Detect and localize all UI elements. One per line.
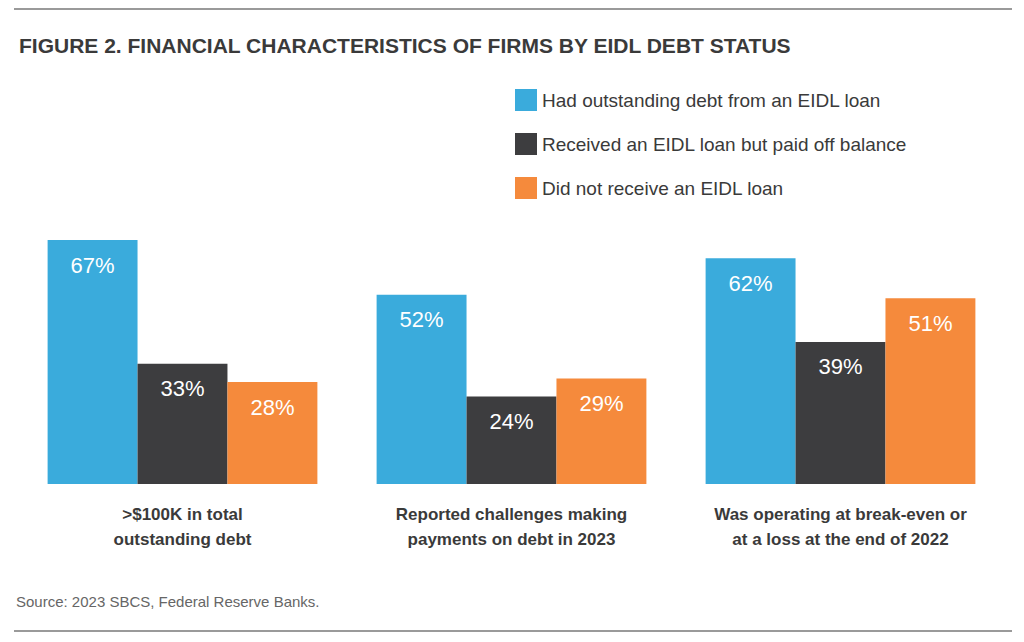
svg-text:FIGURE 2. FINANCIAL CHARACTERI: FIGURE 2. FINANCIAL CHARACTERISTICS OF F… [19,34,791,57]
svg-text:Had outstanding debt from an E: Had outstanding debt from an EIDL loan [542,90,880,111]
svg-text:Did not receive an EIDL loan: Did not receive an EIDL loan [542,178,783,199]
svg-text:39%: 39% [818,354,862,379]
svg-text:Received an EIDL loan but paid: Received an EIDL loan but paid off balan… [542,134,906,155]
svg-text:Reported challenges making: Reported challenges making [396,505,627,524]
svg-text:Was operating at break-even or: Was operating at break-even or [714,505,967,524]
svg-text:>$100K in total: >$100K in total [122,505,242,524]
svg-text:outstanding debt: outstanding debt [114,530,252,549]
svg-text:62%: 62% [729,271,773,296]
svg-text:28%: 28% [250,395,294,420]
svg-text:67%: 67% [71,253,115,278]
svg-text:Source: 2023 SBCS, Federal Res: Source: 2023 SBCS, Federal Reserve Banks… [16,593,320,610]
svg-text:24%: 24% [489,409,533,434]
svg-text:52%: 52% [400,307,444,332]
svg-text:29%: 29% [579,391,623,416]
svg-text:51%: 51% [908,311,952,336]
svg-text:33%: 33% [160,376,204,401]
svg-text:at a loss at the end of 2022: at a loss at the end of 2022 [732,530,948,549]
svg-text:payments on debt in 2023: payments on debt in 2023 [408,530,616,549]
